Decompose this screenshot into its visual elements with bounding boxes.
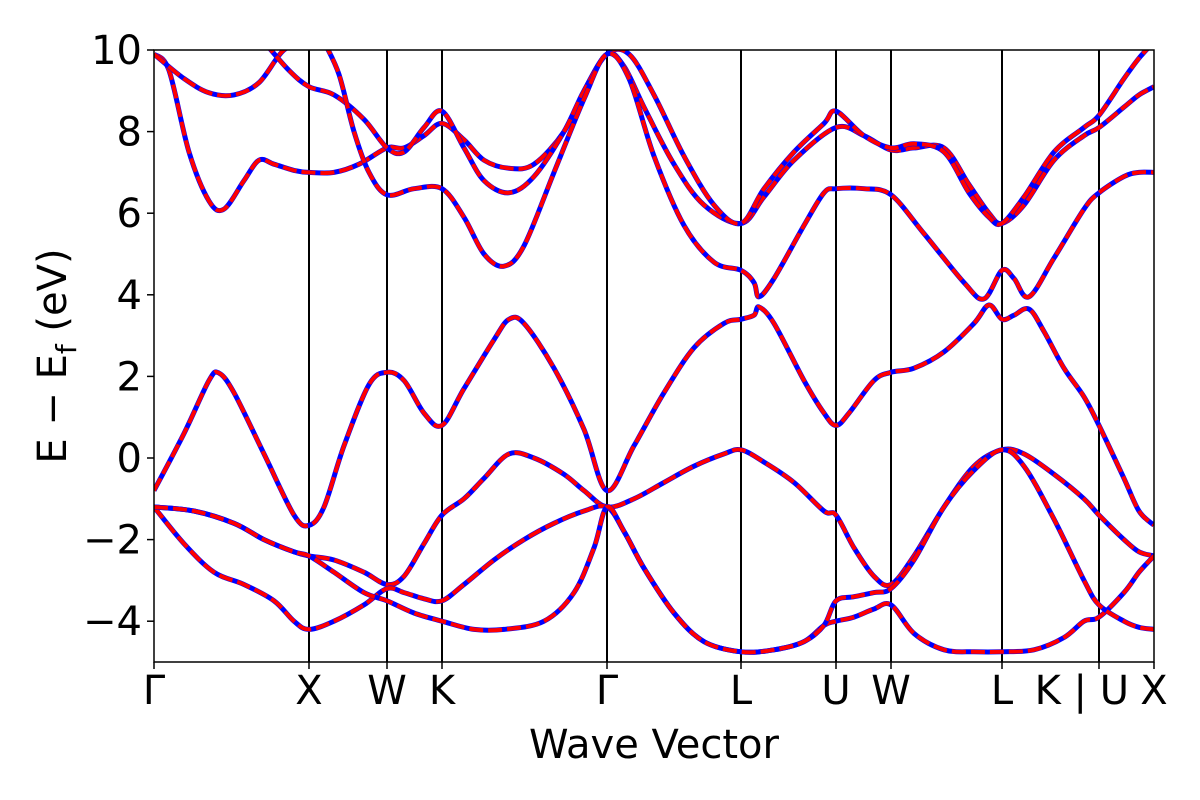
band-line-red: [154, 447, 1154, 655]
y-tick-label: −2: [83, 518, 142, 564]
band-line-blue: [154, 302, 1154, 529]
band-line-red: [154, 50, 288, 98]
y-tick-label: 4: [117, 273, 142, 319]
y-axis-title-main: E − E: [30, 354, 76, 464]
x-tick-label: K | U: [1035, 668, 1129, 714]
x-tick-label: U: [821, 668, 850, 714]
band-line-blue: [154, 446, 1154, 589]
x-tick-label: X: [1140, 668, 1167, 714]
x-tick-label: L: [991, 668, 1014, 714]
y-tick-label: 8: [117, 110, 142, 156]
y-axis: −4 −2 0 2 4 6 8 10: [83, 28, 154, 645]
x-tick-label: W: [367, 668, 407, 714]
y-axis-title-unit: (eV): [30, 248, 76, 344]
kpoint-separators: [308, 50, 1100, 662]
x-tick-label: X: [295, 668, 322, 714]
y-tick-label: 10: [91, 28, 142, 74]
band-line-red: [154, 447, 1154, 588]
y-tick-label: 2: [117, 354, 142, 400]
band-line-red: [154, 51, 1154, 226]
band-line-blue: [154, 447, 1154, 655]
band-line-red: [268, 50, 1149, 227]
y-tick-label: 0: [117, 436, 142, 482]
band-line-red: [325, 50, 1154, 302]
bands: [154, 50, 1154, 655]
band-line-red: [154, 303, 1154, 528]
y-axis-title-sub: f: [50, 343, 83, 354]
y-tick-label: −4: [83, 599, 142, 645]
x-tick-label: W: [871, 668, 911, 714]
x-axis-title: Wave Vector: [529, 722, 780, 768]
plot-frame: [153, 49, 1155, 663]
y-tick-label: 6: [117, 191, 142, 237]
x-tick-label: Γ: [596, 668, 619, 714]
x-tick-label: Γ: [143, 668, 166, 714]
x-tick-label: K: [429, 668, 457, 714]
y-axis-title: E − Ef (eV): [30, 248, 83, 463]
band-line-blue: [325, 50, 1154, 302]
band-line-blue: [154, 50, 1154, 227]
x-tick-label: L: [730, 668, 753, 714]
